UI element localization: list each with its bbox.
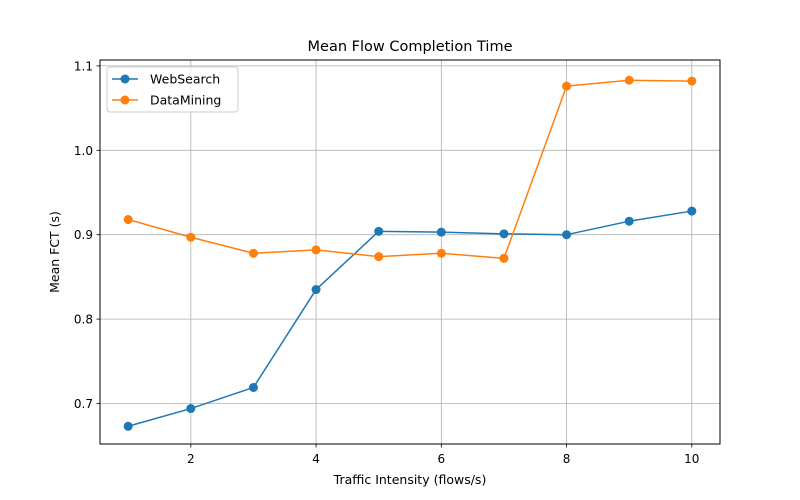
data-point-datamining: [499, 253, 509, 263]
legend-label-datamining: DataMining: [150, 93, 221, 108]
data-point-websearch: [186, 404, 196, 414]
data-point-websearch: [311, 285, 321, 295]
data-point-websearch: [562, 230, 572, 240]
data-point-datamining: [624, 75, 634, 85]
data-point-websearch: [624, 216, 634, 226]
chart-title: Mean Flow Completion Time: [308, 39, 513, 55]
legend: WebSearch DataMining: [106, 66, 239, 113]
plot-frame: [99, 59, 721, 445]
x-tick-label: 4: [312, 452, 320, 466]
series-line-datamining: [127, 79, 692, 260]
x-tick-label: 6: [437, 452, 445, 466]
data-point-datamining: [248, 248, 258, 258]
data-point-datamining: [123, 215, 133, 225]
x-tick-label: 2: [187, 452, 195, 466]
y-tick-label: 1.1: [74, 59, 93, 73]
y-tick-label: 0.8: [74, 313, 93, 327]
series-line-websearch: [127, 210, 692, 428]
data-point-websearch: [687, 206, 697, 216]
x-axis-label: Traffic Intensity (flows/s): [333, 472, 487, 487]
x-tick-label: 10: [684, 452, 699, 466]
legend-marker-websearch: [120, 74, 130, 84]
legend-label-websearch: WebSearch: [150, 72, 220, 87]
legend-box: [106, 66, 239, 113]
data-point-datamining: [436, 248, 446, 258]
data-point-datamining: [687, 76, 697, 86]
data-point-datamining: [186, 232, 196, 242]
data-point-datamining: [374, 252, 384, 262]
data-point-websearch: [374, 226, 384, 236]
x-tick-label: 8: [563, 452, 571, 466]
legend-marker-datamining: [120, 95, 130, 105]
data-point-websearch: [499, 229, 509, 239]
data-point-websearch: [123, 421, 133, 431]
y-tick-label: 0.9: [74, 228, 93, 242]
data-point-websearch: [248, 382, 258, 392]
series-layer: [123, 75, 697, 431]
ticks: 2 4 6 8 10 0.7 0.8 0.9 1.0 1.1: [74, 59, 700, 466]
data-point-datamining: [311, 245, 321, 255]
data-point-datamining: [562, 81, 572, 91]
y-axis-label: Mean FCT (s): [47, 211, 62, 293]
data-point-websearch: [436, 227, 446, 237]
y-tick-label: 1.0: [74, 144, 93, 158]
y-tick-label: 0.7: [74, 397, 93, 411]
